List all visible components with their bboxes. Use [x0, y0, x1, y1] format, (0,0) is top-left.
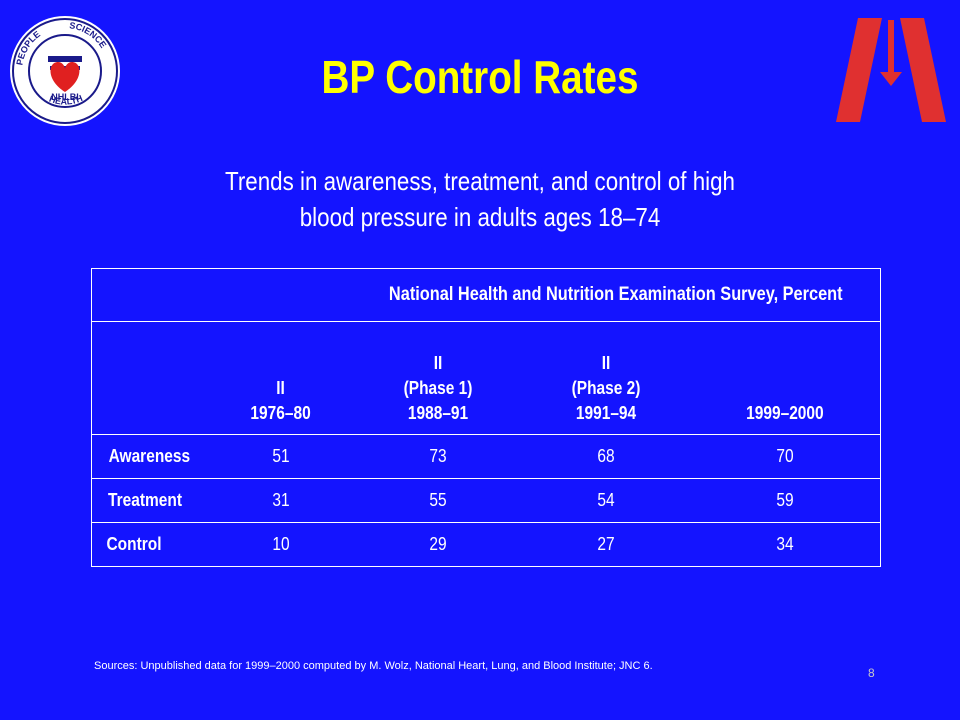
table-cell: 55 [354, 478, 523, 523]
sources-note: Sources: Unpublished data for 1999–2000 … [94, 660, 653, 672]
column-header-1999: 1999–2000 [690, 321, 882, 435]
column-header-1976: II 1976–80 [207, 321, 355, 435]
column-header-1991: II (Phase 2) 1991–94 [522, 321, 691, 435]
row-label: Control [91, 522, 207, 567]
ash-logo-icon [836, 18, 946, 122]
slide-subtitle: Trends in awareness, treatment, and cont… [188, 163, 773, 235]
subtitle-line-2: blood pressure in adults ages 18–74 [299, 202, 661, 232]
subtitle-line-1: Trends in awareness, treatment, and cont… [224, 166, 736, 196]
table-cell: 34 [690, 522, 882, 567]
nhlbi-seal-icon: PEOPLE SCIENCE HEALTH NHLBI [10, 16, 120, 126]
table-cell: 10 [207, 522, 355, 567]
table-cell: 54 [522, 478, 691, 523]
column-header-1988: II (Phase 1) 1988–91 [354, 321, 523, 435]
row-label: Treatment [91, 478, 207, 523]
seal-text-health: HEALTH [48, 93, 84, 107]
table-cell: 27 [522, 522, 691, 567]
svg-text:HEALTH: HEALTH [48, 93, 84, 107]
slide-title: BP Control Rates [321, 51, 639, 103]
bp-control-table: National Health and Nutrition Examinatio… [91, 268, 882, 567]
table-cell: 31 [207, 478, 355, 523]
table-cell: 73 [354, 434, 523, 479]
table-cell: 29 [354, 522, 523, 567]
table-row-control: Control 10 29 27 34 [91, 522, 882, 567]
table-cell: 59 [690, 478, 882, 523]
slide-number: 8 [868, 666, 875, 680]
corner-cell [91, 321, 207, 435]
table-cell: 51 [207, 434, 355, 479]
row-label: Awareness [91, 434, 207, 479]
survey-header: National Health and Nutrition Examinatio… [91, 268, 881, 322]
table-row-treatment: Treatment 31 55 54 59 [91, 478, 882, 523]
table-row-awareness: Awareness 51 73 68 70 [91, 434, 882, 479]
table-cell: 70 [690, 434, 882, 479]
seal-text-nhlbi: NHLBI [51, 92, 79, 102]
table-cell: 68 [522, 434, 691, 479]
